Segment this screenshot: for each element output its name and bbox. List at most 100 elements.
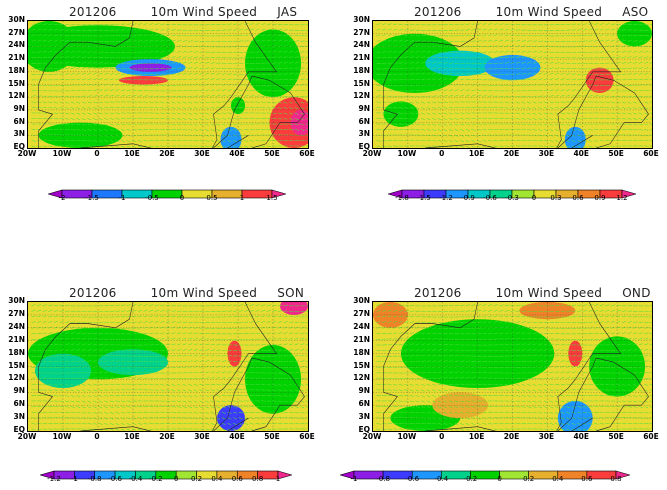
wind-arrow — [415, 50, 420, 53]
wind-arrow — [627, 112, 632, 115]
wind-arrow — [104, 62, 109, 64]
wind-arrow — [566, 376, 571, 379]
wind-arrow — [594, 28, 599, 31]
wind-arrow — [59, 321, 64, 323]
wind-arrow — [227, 304, 232, 307]
wind-arrow — [549, 423, 554, 425]
wind-arrow — [277, 56, 282, 59]
wind-arrow — [266, 321, 271, 323]
wind-arrow — [638, 389, 643, 392]
wind-arrow — [644, 56, 649, 59]
wind-arrow — [538, 423, 543, 425]
wind-arrow — [482, 411, 487, 413]
wind-arrow — [294, 389, 299, 392]
wind-arrow — [121, 145, 125, 148]
wind-arrow — [266, 315, 271, 318]
wind-arrow — [638, 337, 643, 340]
wind-arrow — [305, 78, 308, 81]
wind-arrow — [87, 354, 92, 357]
wind-arrow — [177, 316, 182, 318]
wind-arrow — [493, 332, 498, 335]
wind-arrow — [132, 406, 137, 408]
wind-arrow — [521, 107, 526, 110]
wind-arrow — [109, 89, 114, 92]
wind-arrow — [177, 395, 182, 397]
lat-tick-label: 27N — [353, 27, 370, 37]
wind-arrow — [98, 62, 104, 64]
wind-arrow — [171, 39, 176, 42]
wind-arrow — [283, 395, 288, 397]
wind-arrow — [233, 411, 238, 414]
wind-arrow — [98, 89, 103, 92]
wind-arrow — [216, 129, 221, 132]
wind-arrow — [627, 406, 632, 408]
wind-arrow — [305, 129, 308, 131]
wind-arrow — [610, 56, 616, 59]
wind-arrow — [294, 78, 299, 81]
wind-arrow — [649, 372, 652, 374]
wind-arrow — [649, 90, 652, 92]
wind-arrow — [421, 354, 426, 357]
wind-arrow — [566, 94, 571, 97]
wind-arrow — [644, 51, 649, 53]
wind-arrow — [98, 129, 103, 132]
wind-arrow — [460, 355, 465, 357]
wind-arrow — [31, 315, 36, 318]
wind-arrow — [81, 129, 87, 131]
wind-arrow — [238, 34, 244, 37]
wind-arrow — [227, 129, 232, 131]
wind-arrow — [465, 417, 470, 420]
wind-arrow — [627, 118, 632, 120]
wind-arrow — [471, 23, 476, 26]
wind-arrow — [599, 315, 604, 318]
wind-arrow — [543, 349, 548, 351]
wind-arrow — [233, 406, 238, 408]
wind-arrow — [387, 304, 392, 307]
wind-arrow — [633, 321, 638, 323]
wind-arrow — [448, 67, 454, 70]
wind-arrow — [53, 400, 59, 402]
wind-arrow — [555, 389, 560, 391]
colorbar-label: -1 — [70, 475, 78, 483]
lat-tick-label: EQ — [358, 425, 371, 434]
wind-arrow — [65, 383, 69, 386]
wind-arrow — [126, 140, 131, 143]
wind-arrow — [454, 107, 460, 109]
wind-arrow — [633, 411, 638, 413]
wind-arrow — [59, 406, 64, 408]
wind-arrow — [205, 349, 210, 351]
wind-arrow — [238, 23, 243, 26]
wind-arrow — [527, 360, 532, 363]
wind-arrow — [53, 62, 59, 64]
wind-arrow — [437, 389, 442, 392]
wind-arrow — [627, 389, 632, 392]
wind-arrow — [560, 140, 565, 143]
wind-arrow — [398, 56, 403, 59]
wind-arrow — [160, 304, 165, 307]
wind-arrow — [255, 95, 260, 97]
map-plot — [27, 301, 309, 432]
wind-arrow — [421, 337, 426, 340]
wind-arrow — [432, 72, 437, 75]
wind-arrow — [277, 107, 282, 109]
panel-variable: 10m Wind Speed — [150, 286, 258, 300]
wind-arrow — [638, 78, 644, 81]
wind-arrow — [599, 95, 605, 97]
wind-arrow — [610, 321, 615, 323]
wind-arrow — [633, 389, 637, 392]
wind-arrow — [126, 371, 131, 374]
wind-arrow — [649, 349, 652, 351]
wind-arrow — [448, 118, 453, 120]
wind-arrow — [182, 343, 187, 346]
wind-arrow — [409, 45, 414, 48]
anomaly-region — [119, 76, 168, 85]
wind-arrow — [244, 140, 249, 142]
wind-arrow — [244, 428, 249, 431]
wind-arrow — [76, 332, 81, 335]
wind-arrow — [476, 28, 481, 31]
wind-arrow — [277, 337, 282, 340]
wind-arrow — [409, 355, 415, 357]
wind-arrow — [261, 34, 266, 37]
lat-tick-label: 18N — [353, 65, 370, 75]
wind-arrow — [404, 39, 409, 42]
